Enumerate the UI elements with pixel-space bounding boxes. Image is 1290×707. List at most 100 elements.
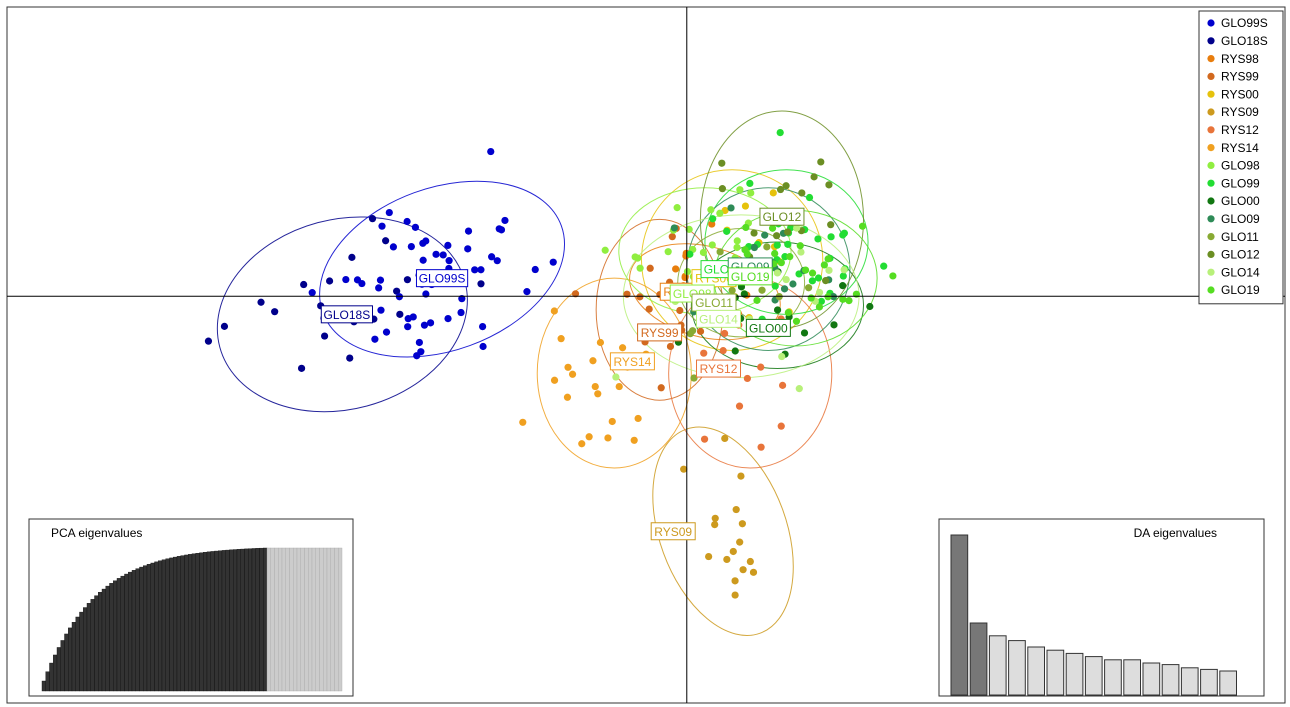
point-glo00 bbox=[830, 321, 838, 329]
legend-swatch-rys98 bbox=[1207, 55, 1215, 63]
pca-bar bbox=[41, 680, 46, 692]
da-bar bbox=[1104, 659, 1122, 696]
pca-bar bbox=[86, 603, 91, 692]
label-box-rys09 bbox=[650, 522, 696, 541]
point-glo99 bbox=[814, 274, 823, 282]
point-glo18s bbox=[346, 354, 354, 362]
plot-frame bbox=[6, 6, 1286, 704]
pca-bar bbox=[68, 627, 73, 692]
label-glo11: GLO11 bbox=[695, 296, 733, 310]
pca-bar bbox=[233, 549, 238, 692]
point-glo19 bbox=[786, 253, 794, 261]
point-glo19 bbox=[742, 223, 750, 232]
point-glo18s bbox=[477, 280, 485, 288]
label-glo14: GLO14 bbox=[699, 312, 738, 326]
pca-bar bbox=[210, 551, 215, 692]
point-glo09 bbox=[780, 285, 789, 293]
pca-bar bbox=[79, 611, 84, 692]
label-glo19: GLO19 bbox=[731, 270, 770, 284]
point-glo19 bbox=[753, 296, 761, 304]
legend-label-glo09: GLO09 bbox=[1221, 212, 1260, 226]
point-glo19 bbox=[815, 303, 824, 311]
point-rys14 bbox=[591, 382, 599, 391]
point-glo00 bbox=[839, 282, 847, 290]
point-glo99s bbox=[471, 266, 479, 274]
point-glo99s bbox=[403, 217, 411, 226]
point-glo99 bbox=[746, 179, 754, 188]
pca-bar bbox=[143, 565, 148, 692]
point-glo12 bbox=[750, 229, 758, 237]
pca-bar bbox=[255, 548, 260, 692]
label-glo18s: GLO18S bbox=[324, 308, 371, 322]
point-glo18s bbox=[257, 298, 265, 306]
label-rys14: RYS14 bbox=[613, 355, 651, 369]
label-glo12: GLO12 bbox=[763, 210, 802, 224]
pca-bar bbox=[109, 583, 114, 692]
point-glo18s bbox=[368, 215, 377, 223]
da-bar bbox=[1027, 646, 1046, 696]
point-glo09 bbox=[789, 280, 797, 288]
pca-bar bbox=[281, 547, 286, 692]
label-box-glo99s bbox=[415, 269, 469, 288]
pca-bar bbox=[199, 552, 204, 692]
legend-label-rys09: RYS09 bbox=[1221, 105, 1259, 119]
point-glo12 bbox=[825, 181, 833, 189]
point-rys09 bbox=[738, 520, 746, 528]
point-glo14 bbox=[840, 266, 848, 274]
legend-label-glo98: GLO98 bbox=[1221, 159, 1260, 173]
pca-bar bbox=[285, 547, 290, 692]
label-rys09: RYS09 bbox=[654, 525, 692, 539]
point-rys00 bbox=[741, 202, 750, 210]
legend-label-glo12: GLO12 bbox=[1221, 248, 1260, 262]
pca-bar bbox=[64, 633, 69, 692]
point-glo09 bbox=[750, 243, 759, 252]
point-glo09 bbox=[727, 204, 735, 212]
point-rys14 bbox=[604, 434, 612, 442]
point-glo98 bbox=[708, 241, 716, 249]
point-rys14 bbox=[585, 433, 593, 441]
point-glo11 bbox=[690, 374, 698, 382]
pca-bar bbox=[60, 640, 65, 692]
point-glo12 bbox=[817, 158, 825, 166]
point-rys09 bbox=[723, 555, 731, 564]
legend-swatch-glo99 bbox=[1207, 179, 1215, 187]
pca-bar bbox=[53, 654, 58, 692]
point-rys14 bbox=[608, 417, 616, 426]
point-glo98 bbox=[747, 189, 755, 197]
point-glo98 bbox=[733, 237, 741, 245]
point-glo99s bbox=[432, 250, 440, 258]
point-glo14 bbox=[793, 224, 801, 232]
pca-bar bbox=[289, 547, 294, 692]
point-glo99s bbox=[493, 257, 501, 265]
legend-swatch-rys12 bbox=[1207, 126, 1215, 134]
point-glo99 bbox=[839, 272, 847, 280]
label-glo99s: GLO99S bbox=[419, 272, 466, 286]
da-bar bbox=[1008, 640, 1026, 696]
point-glo00 bbox=[773, 306, 782, 314]
point-glo19 bbox=[792, 317, 801, 325]
point-rys14 bbox=[615, 382, 623, 391]
pca-bar bbox=[251, 548, 256, 692]
point-rys09 bbox=[680, 465, 688, 473]
point-rys09 bbox=[749, 568, 758, 576]
point-rys12 bbox=[757, 363, 765, 371]
point-rys09 bbox=[705, 552, 713, 561]
legend-label-glo00: GLO00 bbox=[1221, 194, 1260, 208]
point-rys99 bbox=[646, 264, 654, 272]
pca-bar bbox=[188, 554, 193, 692]
point-glo18s bbox=[396, 310, 404, 318]
point-glo14 bbox=[815, 288, 824, 297]
point-glo99s bbox=[501, 216, 509, 225]
point-glo14 bbox=[795, 385, 803, 393]
legend-label-glo99: GLO99 bbox=[1221, 176, 1260, 190]
label-box-glo14 bbox=[696, 309, 742, 328]
pca-bar bbox=[326, 547, 331, 692]
point-glo99s bbox=[426, 319, 435, 327]
legend-swatch-glo14 bbox=[1207, 268, 1215, 276]
point-rys09 bbox=[711, 514, 719, 522]
point-glo99s bbox=[464, 245, 472, 253]
pca-bar bbox=[195, 553, 200, 692]
point-rys00 bbox=[769, 189, 777, 197]
label-box-glo19 bbox=[727, 267, 773, 286]
pca-bar bbox=[203, 552, 208, 692]
